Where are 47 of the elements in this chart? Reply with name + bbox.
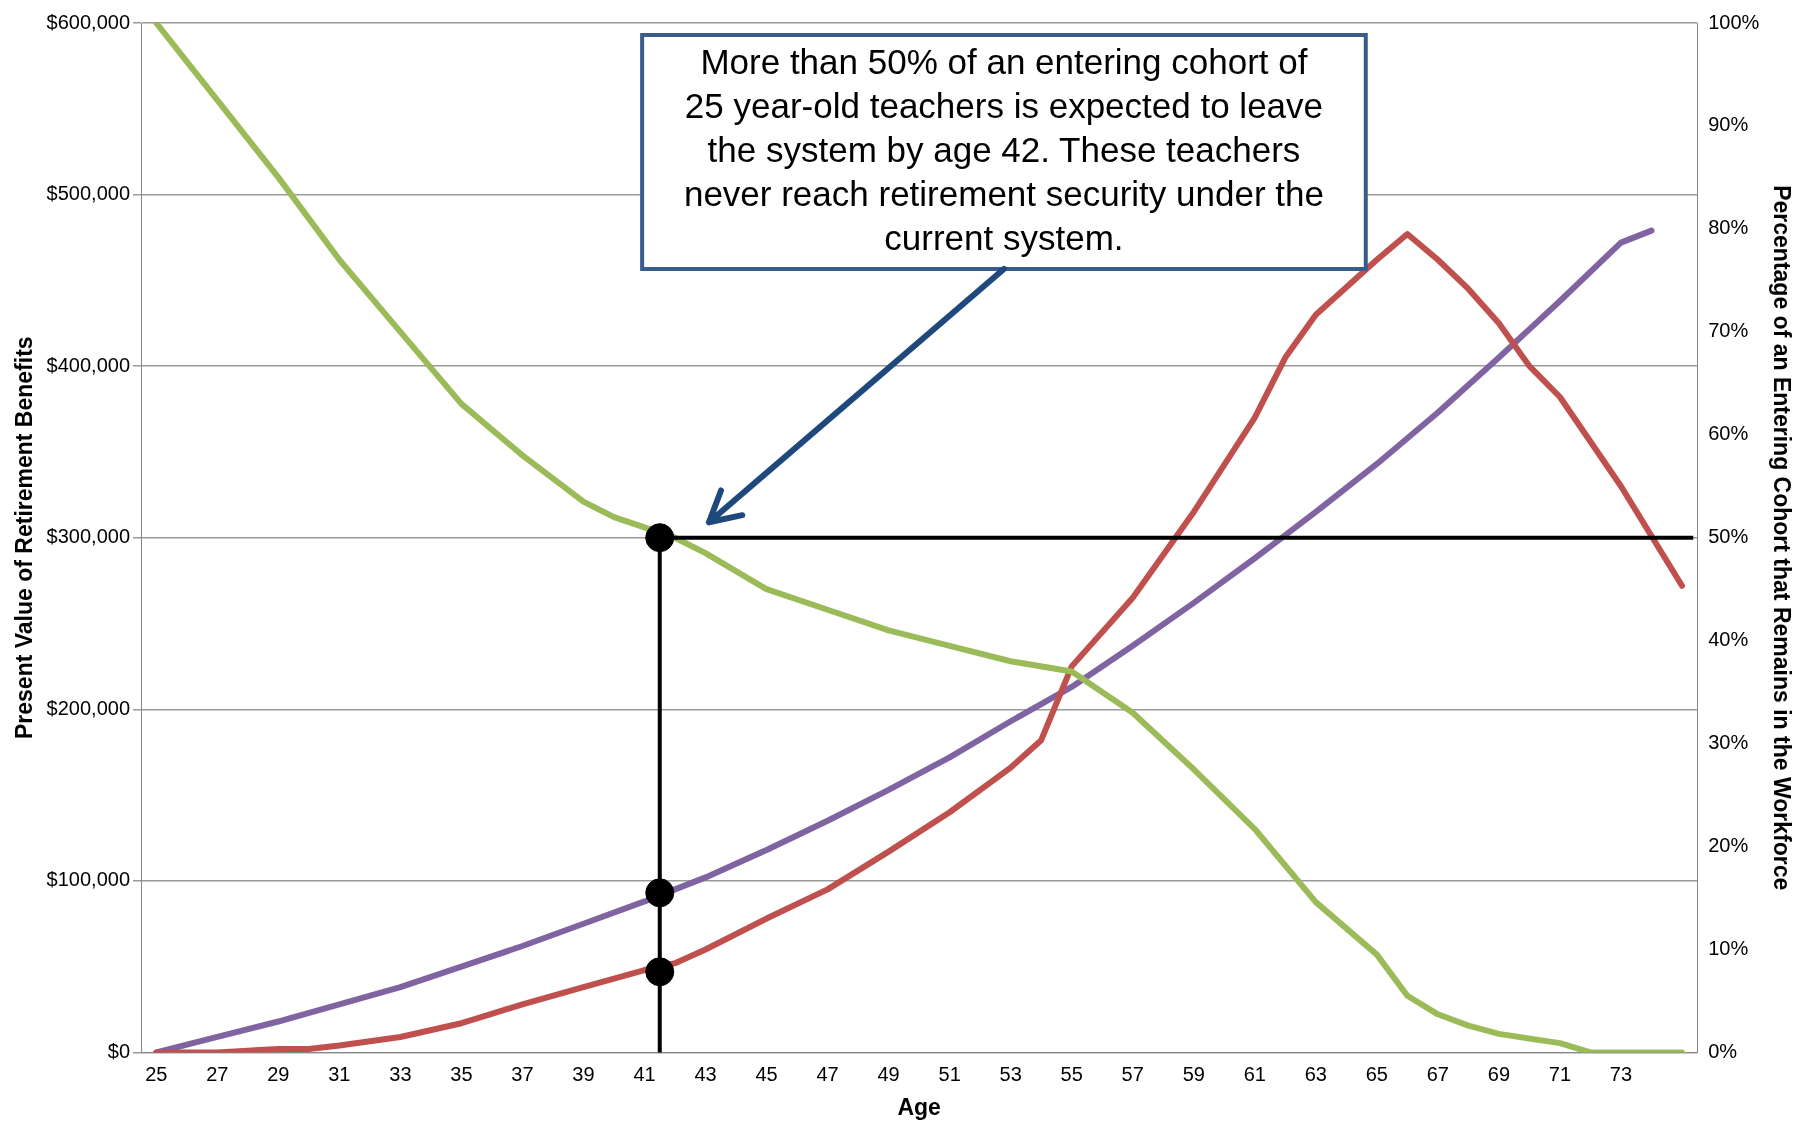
annotation: More than 50% of an entering cohort of 25 year-old teachers is expected to leave the system by age 42. These teachers never reach retirement security under the current system. [683, 41, 1324, 257]
x-tick-label: 55 [1060, 1062, 1083, 1085]
x-tick-label: 63 [1304, 1062, 1327, 1085]
y-tick-label: $300,000 [46, 525, 131, 548]
x-tick-label: 67 [1426, 1062, 1449, 1085]
y-tick-label: $100,000 [46, 868, 131, 891]
y2-axis-title: Percentage of an Entering Cohort that Remains in the Workforce [1768, 185, 1795, 891]
y-axis-title: Present Value of Retirement Benefits [11, 336, 38, 740]
x-tick-label: 47 [816, 1062, 839, 1085]
x-tick-label: 61 [1243, 1062, 1266, 1085]
y2-tick-label: 0% [1708, 1039, 1738, 1062]
x-tick-label: 59 [1182, 1062, 1205, 1085]
x-tick-label: 45 [755, 1062, 778, 1085]
x-tick-label: 51 [938, 1062, 961, 1085]
x-tick-label: 41 [633, 1062, 656, 1085]
x-tick-label: 29 [267, 1062, 290, 1085]
x-tick-label: 57 [1121, 1062, 1144, 1085]
x-tick-label: 31 [328, 1062, 351, 1085]
x-tick-label: 37 [511, 1062, 534, 1085]
y2-tick-label: 10% [1708, 936, 1749, 959]
x-tick-label: 53 [999, 1062, 1022, 1085]
y2-tick-label: 40% [1708, 628, 1749, 651]
y-tick-label: $500,000 [46, 182, 131, 205]
x-tick-label: 71 [1548, 1062, 1572, 1085]
y-tick-label: $600,000 [46, 10, 131, 33]
x-tick-label: 39 [572, 1062, 595, 1085]
y2-tick-label: 90% [1708, 113, 1749, 136]
x-tick-label: 43 [694, 1062, 717, 1085]
x-tick-label: 25 [145, 1062, 168, 1085]
x-tick-label: 65 [1365, 1062, 1388, 1085]
x-tick-label: 27 [206, 1062, 229, 1085]
y2-tick-label: 80% [1708, 216, 1749, 239]
y2-tick-label: 70% [1708, 319, 1749, 342]
x-tick-label: 49 [877, 1062, 900, 1085]
y-tick-label: $400,000 [46, 353, 131, 376]
y2-tick-label: 50% [1708, 525, 1749, 548]
x-axis-title: Age [897, 1093, 941, 1120]
x-tick-label: 69 [1487, 1062, 1511, 1085]
x-tick-label: 33 [389, 1062, 412, 1085]
x-tick-label: 35 [450, 1062, 473, 1085]
y2-tick-label: 30% [1708, 731, 1749, 754]
x-tick-label: 73 [1609, 1062, 1633, 1085]
y2-tick-label: 100% [1708, 10, 1760, 33]
y-tick-label: $200,000 [46, 696, 131, 719]
y2-tick-label: 60% [1708, 422, 1749, 445]
y-tick-label: $0 [107, 1039, 131, 1062]
y2-tick-label: 20% [1708, 834, 1749, 857]
